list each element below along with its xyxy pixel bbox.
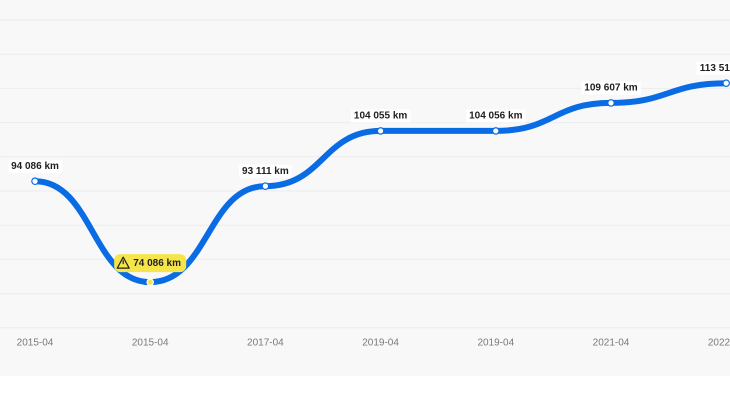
value-label: 94 086 km [11, 161, 59, 172]
x-tick-label: 2019-04 [477, 338, 514, 349]
label-pill [114, 254, 187, 273]
label-background [466, 109, 526, 123]
plot-background [0, 0, 730, 376]
point [146, 278, 155, 286]
label-background [8, 159, 63, 173]
value-label: 74 086 km [133, 258, 181, 269]
x-tick-label: 2019-04 [362, 338, 399, 349]
value-label: 93 111 km [242, 166, 289, 177]
warning-label: 74 086 km [114, 254, 187, 273]
point [607, 99, 615, 107]
point [261, 182, 270, 190]
warning-icon [116, 256, 130, 269]
value-label: 104 056 km [469, 111, 522, 122]
point [31, 177, 39, 186]
x-tick-label: 2021-04 [593, 338, 630, 349]
value-label: 113 510 km [700, 63, 730, 74]
grid [0, 19, 730, 329]
point [491, 127, 500, 135]
point [722, 79, 730, 88]
x-tick-label: 2022-04 [708, 338, 730, 349]
x-tick-label: 2017-04 [247, 338, 284, 349]
label-background [696, 61, 730, 75]
point [376, 127, 385, 135]
value-label: 104 055 km [354, 111, 407, 122]
x-tick-label: 2015-04 [132, 338, 169, 349]
label-background [350, 109, 411, 123]
value-label: 109 607 km [584, 83, 637, 94]
label-background [581, 81, 641, 95]
x-tick-label: 2015-04 [17, 338, 54, 349]
label-background [239, 164, 292, 178]
